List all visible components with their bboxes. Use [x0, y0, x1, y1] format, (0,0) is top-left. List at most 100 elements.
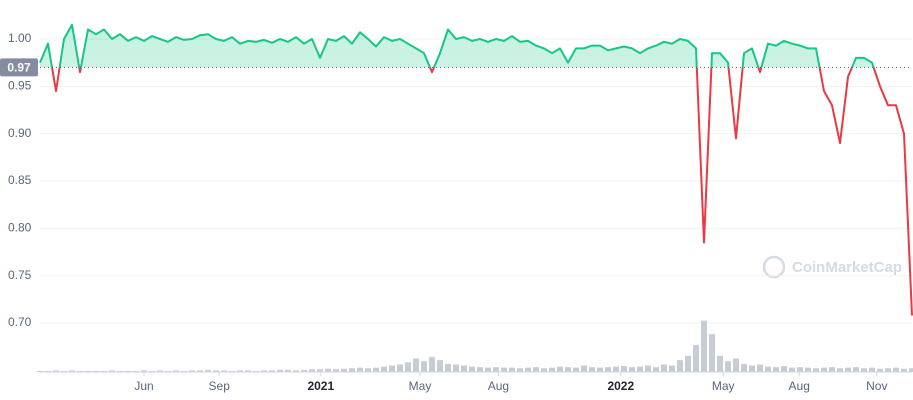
volume-bar [405, 362, 411, 372]
volume-bar [341, 368, 347, 372]
volume-bar [69, 370, 75, 372]
volume-bar [437, 360, 443, 372]
volume-bar [261, 370, 267, 372]
volume-bar [445, 363, 451, 372]
volume-bar [37, 370, 43, 372]
volume-bar [429, 356, 435, 372]
volume-bar [365, 368, 371, 372]
volume-bar [541, 368, 547, 372]
volume-bar [749, 365, 755, 372]
volume-bar [389, 365, 395, 372]
baseline-label-bg [0, 58, 38, 77]
volume-bar [525, 367, 531, 372]
volume-bar [277, 369, 283, 372]
volume-bar [349, 368, 355, 372]
volume-bar [845, 367, 851, 372]
volume-bar [197, 370, 203, 372]
volume-bar [621, 366, 627, 372]
volume-bar [109, 370, 115, 372]
x-tick-label: May [712, 379, 735, 393]
volume-bar [693, 345, 699, 372]
x-tick-label: Nov [866, 379, 887, 393]
volume-bar [757, 364, 763, 372]
volume-bar [781, 366, 787, 372]
volume-bar [813, 368, 819, 372]
volume-bar [733, 358, 739, 372]
volume-bar [461, 365, 467, 372]
volume-bar [765, 366, 771, 372]
volume-bar [629, 367, 635, 372]
volume-bar [173, 370, 179, 372]
volume-bar [469, 366, 475, 372]
volume-bar [237, 370, 243, 372]
volume-bar [869, 367, 875, 372]
y-tick-label: 0.70 [8, 315, 32, 329]
y-tick-label: 0.85 [8, 173, 32, 187]
volume-bar [125, 370, 131, 372]
volume-bar [205, 369, 211, 372]
volume-bar [661, 364, 667, 372]
volume-bar [909, 368, 913, 372]
volume-bar [701, 320, 707, 372]
volume-bar [117, 370, 123, 372]
volume-bar [269, 370, 275, 372]
x-tick-label: Aug [789, 379, 810, 393]
volume-bar [861, 368, 867, 372]
volume-bar [797, 367, 803, 372]
price-line-up [39, 23, 875, 68]
y-tick-label: 0.90 [8, 126, 32, 140]
volume-bar [725, 361, 731, 372]
volume-bar [565, 367, 571, 372]
volume-bar [549, 367, 555, 372]
watermark: CoinMarketCap [762, 255, 902, 279]
volume-bar [517, 368, 523, 372]
volume-bar [741, 363, 747, 372]
volume-bar [93, 370, 99, 372]
volume-bar [413, 358, 419, 372]
volume-bar [637, 366, 643, 372]
volume-bar [229, 370, 235, 372]
volume-bar [141, 370, 147, 372]
volume-bar [653, 367, 659, 372]
x-tick-label: Jun [134, 379, 153, 393]
x-tick-label: 2022 [607, 379, 634, 393]
volume-bar [589, 367, 595, 372]
volume-bar [717, 355, 723, 372]
volume-bar [77, 370, 83, 372]
volume-bar [893, 367, 899, 372]
volume-bar [821, 367, 827, 372]
volume-bar [477, 367, 483, 372]
volume-bar [301, 369, 307, 372]
volume-bar [613, 366, 619, 372]
watermark-text: CoinMarketCap [792, 259, 902, 276]
volume-bar [285, 369, 291, 372]
volume-bar [189, 370, 195, 372]
volume-bar [901, 368, 907, 372]
volume-bar [685, 355, 691, 372]
volume-bar [581, 365, 587, 372]
volume-bar [253, 370, 259, 372]
volume-bar [309, 369, 315, 372]
volume-bar [573, 367, 579, 372]
volume-bar [317, 369, 323, 372]
x-tick-label: 2021 [307, 379, 334, 393]
volume-bar [533, 367, 539, 372]
volume-bar [885, 368, 891, 372]
price-line-down [50, 67, 913, 316]
volume-bar [381, 366, 387, 372]
volume-bar [597, 367, 603, 372]
y-tick-label: 0.95 [8, 78, 32, 92]
price-area [40, 24, 912, 68]
baseline-label: 0.97 [7, 61, 31, 75]
volume-bar [669, 365, 675, 372]
volume-bar [293, 370, 299, 372]
volume-bar [133, 370, 139, 372]
volume-bar [397, 364, 403, 372]
volume-bar [645, 365, 651, 372]
volume-bar [501, 367, 507, 372]
y-tick-label: 1.00 [8, 31, 32, 45]
y-tick-label: 0.80 [8, 221, 32, 235]
volume-bar [357, 367, 363, 372]
volume-bar [325, 368, 331, 372]
